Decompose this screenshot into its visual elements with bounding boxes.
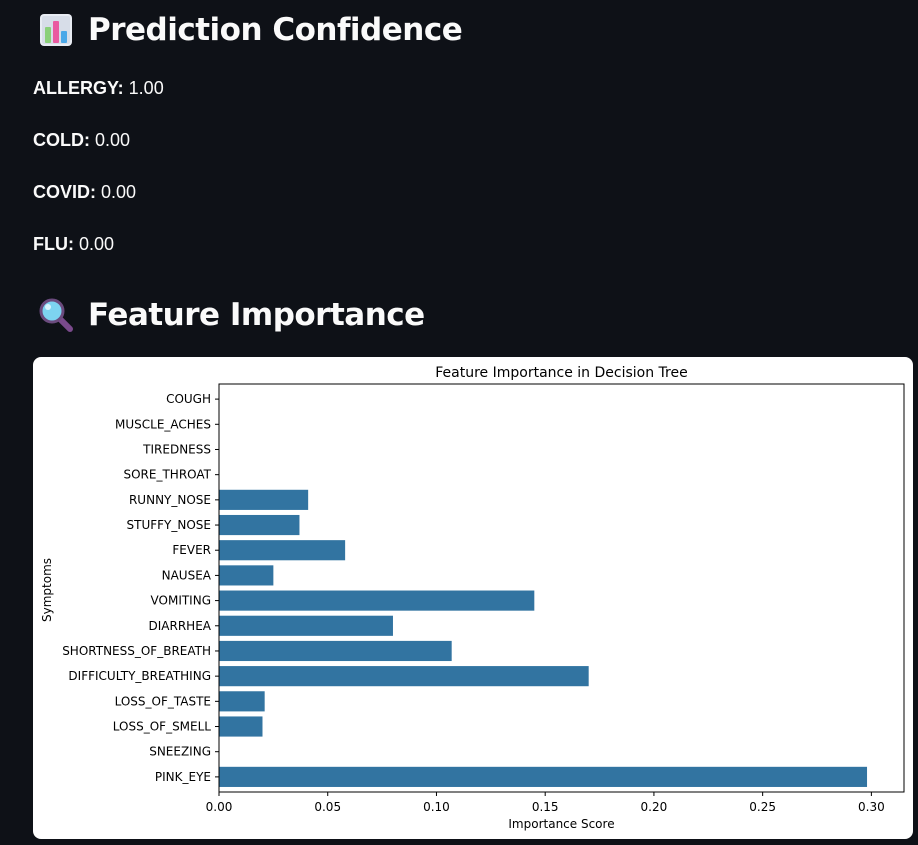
prediction-confidence-heading: Prediction Confidence <box>38 12 463 48</box>
class-confidence-value: 1.00 <box>128 78 164 98</box>
x-tick-label: 0.25 <box>749 800 776 814</box>
bar-stuffy-nose <box>219 514 300 536</box>
confidence-row-allergy: ALLERGY: 1.00 <box>33 78 164 98</box>
x-tick-label: 0.10 <box>423 800 450 814</box>
chart-y-axis-label: Symptoms <box>40 558 54 622</box>
bar-nausea <box>219 565 274 586</box>
y-tick-label: DIARRHEA <box>149 619 212 633</box>
class-confidence-value: 0.00 <box>95 130 131 150</box>
bar-runny-nose <box>219 489 309 510</box>
plot-area-frame <box>218 383 905 793</box>
y-tick-label: VOMITING <box>151 594 211 608</box>
x-tick-label: 0.00 <box>206 800 233 814</box>
y-tick-label: DIFFICULTY_BREATHING <box>68 669 211 683</box>
y-tick-label: PINK_EYE <box>155 770 211 784</box>
feature-importance-heading: Feature Importance <box>38 297 425 333</box>
x-tick-label: 0.30 <box>858 800 885 814</box>
class-label: COLD <box>33 130 84 150</box>
bar-diarrhea <box>219 615 393 636</box>
confidence-row-flu: FLU: 0.00 <box>33 234 115 254</box>
chart-svg: Feature Importance in Decision Tree Symp… <box>40 365 905 831</box>
class-label: FLU <box>33 234 68 254</box>
y-tick-label: RUNNY_NOSE <box>129 493 211 507</box>
class-label: COVID <box>33 182 91 202</box>
bar-loss-of-taste <box>219 691 265 712</box>
y-tick-label: NAUSEA <box>162 568 212 582</box>
confidence-row-covid: COVID: 0.00 <box>33 182 137 202</box>
bar-fever <box>219 540 346 561</box>
bar-loss-of-smell <box>219 716 263 737</box>
bar-vomiting <box>219 590 535 611</box>
x-tick-label: 0.05 <box>314 800 341 814</box>
feature-importance-title: Feature Importance <box>88 297 425 333</box>
bar-pink-eye <box>219 766 868 787</box>
class-confidence-value: 0.00 <box>79 234 115 254</box>
y-tick-label: STUFFY_NOSE <box>127 518 212 532</box>
bar-chart-icon <box>40 14 72 46</box>
chart-x-axis-label: Importance Score <box>508 817 614 831</box>
y-tick-label: LOSS_OF_SMELL <box>113 720 212 734</box>
y-tick-label: FEVER <box>172 543 211 557</box>
class-label: ALLERGY <box>33 78 118 98</box>
confidence-row-cold: COLD: 0.00 <box>33 130 131 150</box>
prediction-confidence-title: Prediction Confidence <box>88 12 463 48</box>
y-tick-label: SNEEZING <box>149 745 211 759</box>
bar-shortness-of-breath <box>219 640 452 662</box>
chart-title: Feature Importance in Decision Tree <box>435 365 687 381</box>
class-confidence-value: 0.00 <box>101 182 137 202</box>
y-tick-label: MUSCLE_ACHES <box>115 417 211 431</box>
x-tick-label: 0.15 <box>532 800 559 814</box>
magnifying-glass-icon <box>39 298 73 332</box>
y-tick-label: SHORTNESS_OF_BREATH <box>62 644 211 658</box>
feature-importance-chart: Feature Importance in Decision Tree Symp… <box>33 357 913 839</box>
y-tick-label: LOSS_OF_TASTE <box>115 694 211 708</box>
y-tick-label: COUGH <box>166 392 211 406</box>
x-tick-label: 0.20 <box>641 800 668 814</box>
bar-difficulty-breathing <box>219 666 589 687</box>
y-tick-label: TIREDNESS <box>142 442 211 456</box>
y-tick-label: SORE_THROAT <box>123 468 211 482</box>
